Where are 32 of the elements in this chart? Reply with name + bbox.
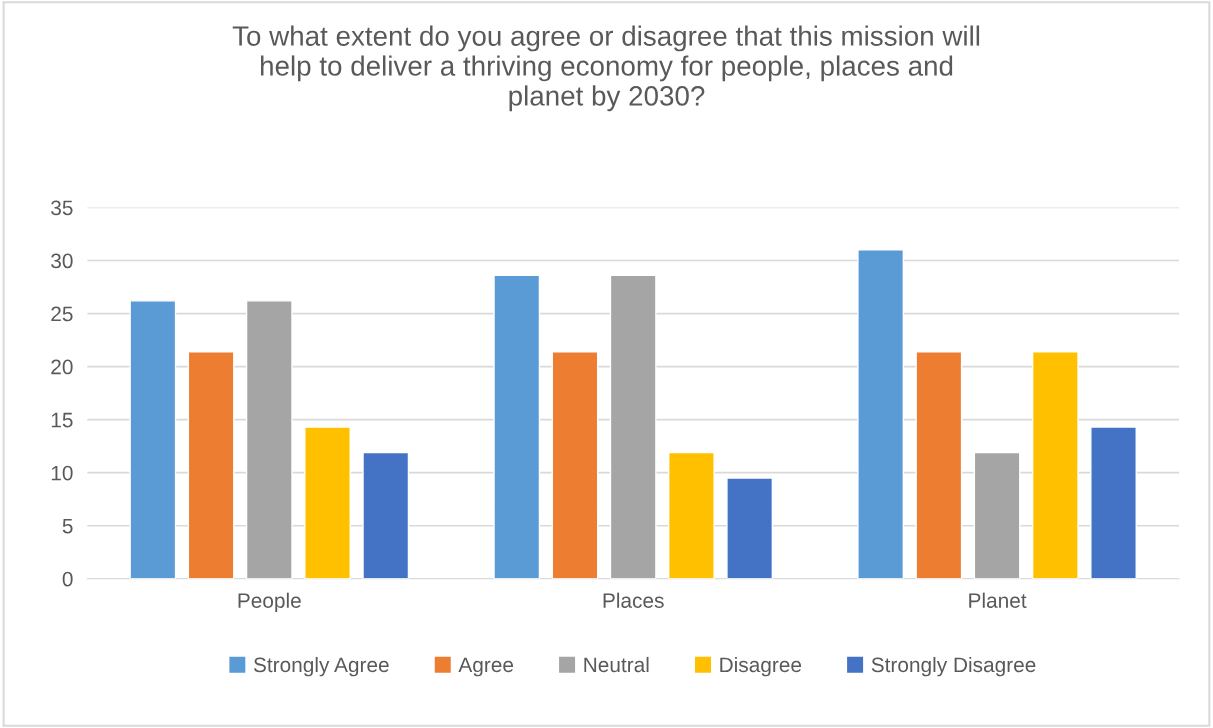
x-tick-label: People — [238, 592, 301, 613]
bar — [1090, 426, 1137, 579]
bar — [609, 274, 657, 579]
legend-label: Strongly Disagree — [871, 656, 1036, 677]
legend-label: Neutral — [584, 656, 649, 673]
y-tick-label: 5 — [62, 518, 73, 534]
bar — [1031, 351, 1079, 579]
bar — [726, 477, 774, 579]
y-tick-label: 10 — [51, 465, 73, 481]
chart-title: To what extent do you agree or disagree that this mission will help to deliver a thriving economy for people, places and planet by 2030? — [232, 25, 980, 112]
bar — [493, 274, 541, 579]
legend-label: Agree — [458, 657, 514, 677]
bar — [362, 451, 410, 579]
y-tick-label: 35 — [51, 200, 73, 216]
bar — [304, 426, 351, 579]
x-tick-label: Planet — [969, 592, 1027, 608]
y-tick-label: 0 — [62, 571, 73, 587]
legend-label: Disagree — [720, 656, 802, 677]
y-tick-label: 20 — [51, 359, 73, 375]
bar — [915, 351, 963, 579]
y-tick-label: 15 — [51, 412, 73, 428]
bar — [857, 249, 905, 579]
bar — [551, 351, 599, 579]
bar — [668, 451, 715, 579]
bar — [187, 351, 235, 579]
legend-label: Strongly Agree — [253, 656, 389, 677]
x-tick-label: Places — [603, 592, 664, 608]
bar — [129, 300, 177, 579]
y-tick-label: 30 — [51, 253, 73, 269]
bar — [245, 300, 293, 579]
bar — [973, 451, 1021, 579]
y-tick-label: 25 — [51, 306, 73, 322]
